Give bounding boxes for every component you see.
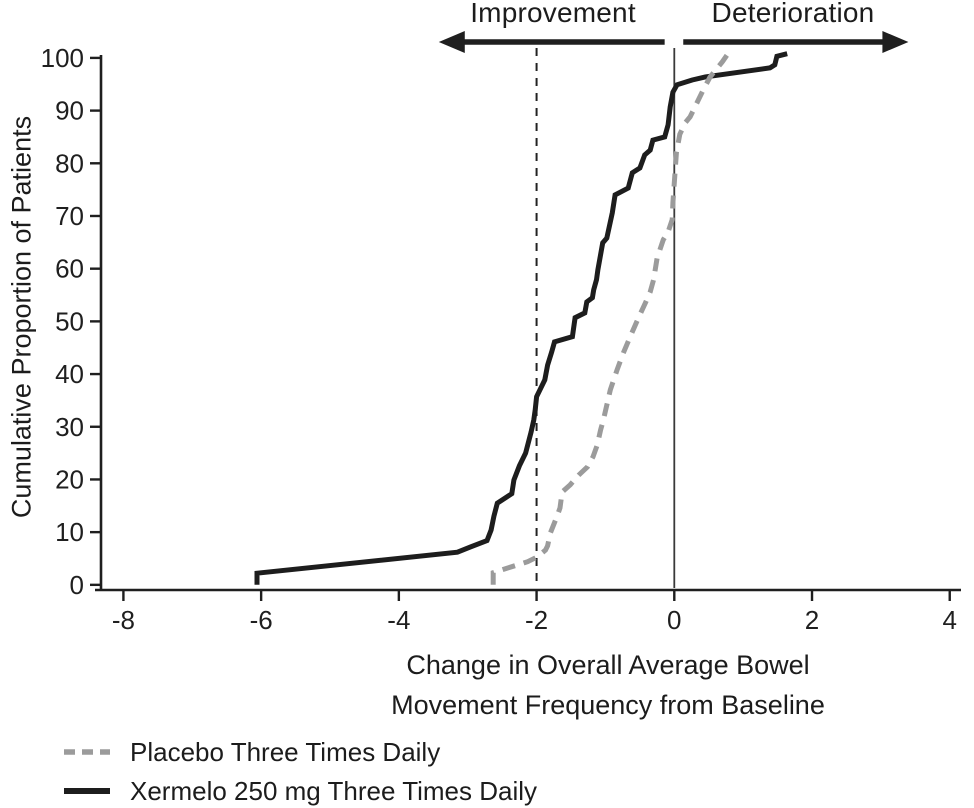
x-tick-label: -6 bbox=[250, 605, 273, 635]
deterioration-label: Deterioration bbox=[711, 0, 875, 28]
x-axis-title-line2: Movement Frequency from Baseline bbox=[391, 690, 825, 720]
y-tick-label: 10 bbox=[55, 517, 84, 547]
x-axis-title-line1: Change in Overall Average Bowel bbox=[406, 650, 810, 680]
xermelo-curve bbox=[254, 51, 788, 585]
placebo-curve bbox=[490, 52, 731, 585]
y-axis-title: Cumulative Proportion of Patients bbox=[6, 115, 37, 519]
improvement-label: Improvement bbox=[470, 0, 636, 28]
x-axis-title: Change in Overall Average Bowel Movement… bbox=[391, 645, 825, 725]
legend-item-xermelo: Xermelo 250 mg Three Times Daily bbox=[62, 772, 537, 808]
legend-item-placebo: Placebo Three Times Daily bbox=[62, 733, 537, 771]
legend-label-xermelo: Xermelo 250 mg Three Times Daily bbox=[130, 775, 538, 806]
improvement-arrowhead-icon bbox=[438, 31, 465, 53]
x-tick-label: -4 bbox=[387, 605, 410, 635]
y-tick-label: 20 bbox=[55, 464, 84, 494]
xermelo-line-swatch bbox=[64, 788, 110, 794]
y-tick-label: 40 bbox=[55, 359, 84, 389]
x-tick-label: 0 bbox=[667, 605, 681, 635]
x-tick-label: -8 bbox=[112, 605, 135, 635]
y-tick-label: 80 bbox=[55, 148, 84, 178]
deterioration-arrowhead-icon bbox=[882, 31, 909, 53]
y-tick-label: 0 bbox=[70, 570, 84, 600]
x-tick-label: 4 bbox=[943, 605, 957, 635]
y-tick-label: 60 bbox=[55, 254, 84, 284]
legend: Placebo Three Times Daily Xermelo 250 mg… bbox=[62, 733, 537, 808]
y-tick-label: 70 bbox=[55, 201, 84, 231]
y-tick-label: 100 bbox=[41, 43, 84, 73]
y-tick-label: 30 bbox=[55, 412, 84, 442]
x-tick-label: -2 bbox=[525, 605, 548, 635]
y-tick-label: 50 bbox=[55, 306, 84, 336]
placebo-line-swatch bbox=[64, 749, 110, 755]
y-tick-label: 90 bbox=[55, 96, 84, 126]
x-tick-label: 2 bbox=[805, 605, 819, 635]
legend-label-placebo: Placebo Three Times Daily bbox=[130, 736, 441, 767]
